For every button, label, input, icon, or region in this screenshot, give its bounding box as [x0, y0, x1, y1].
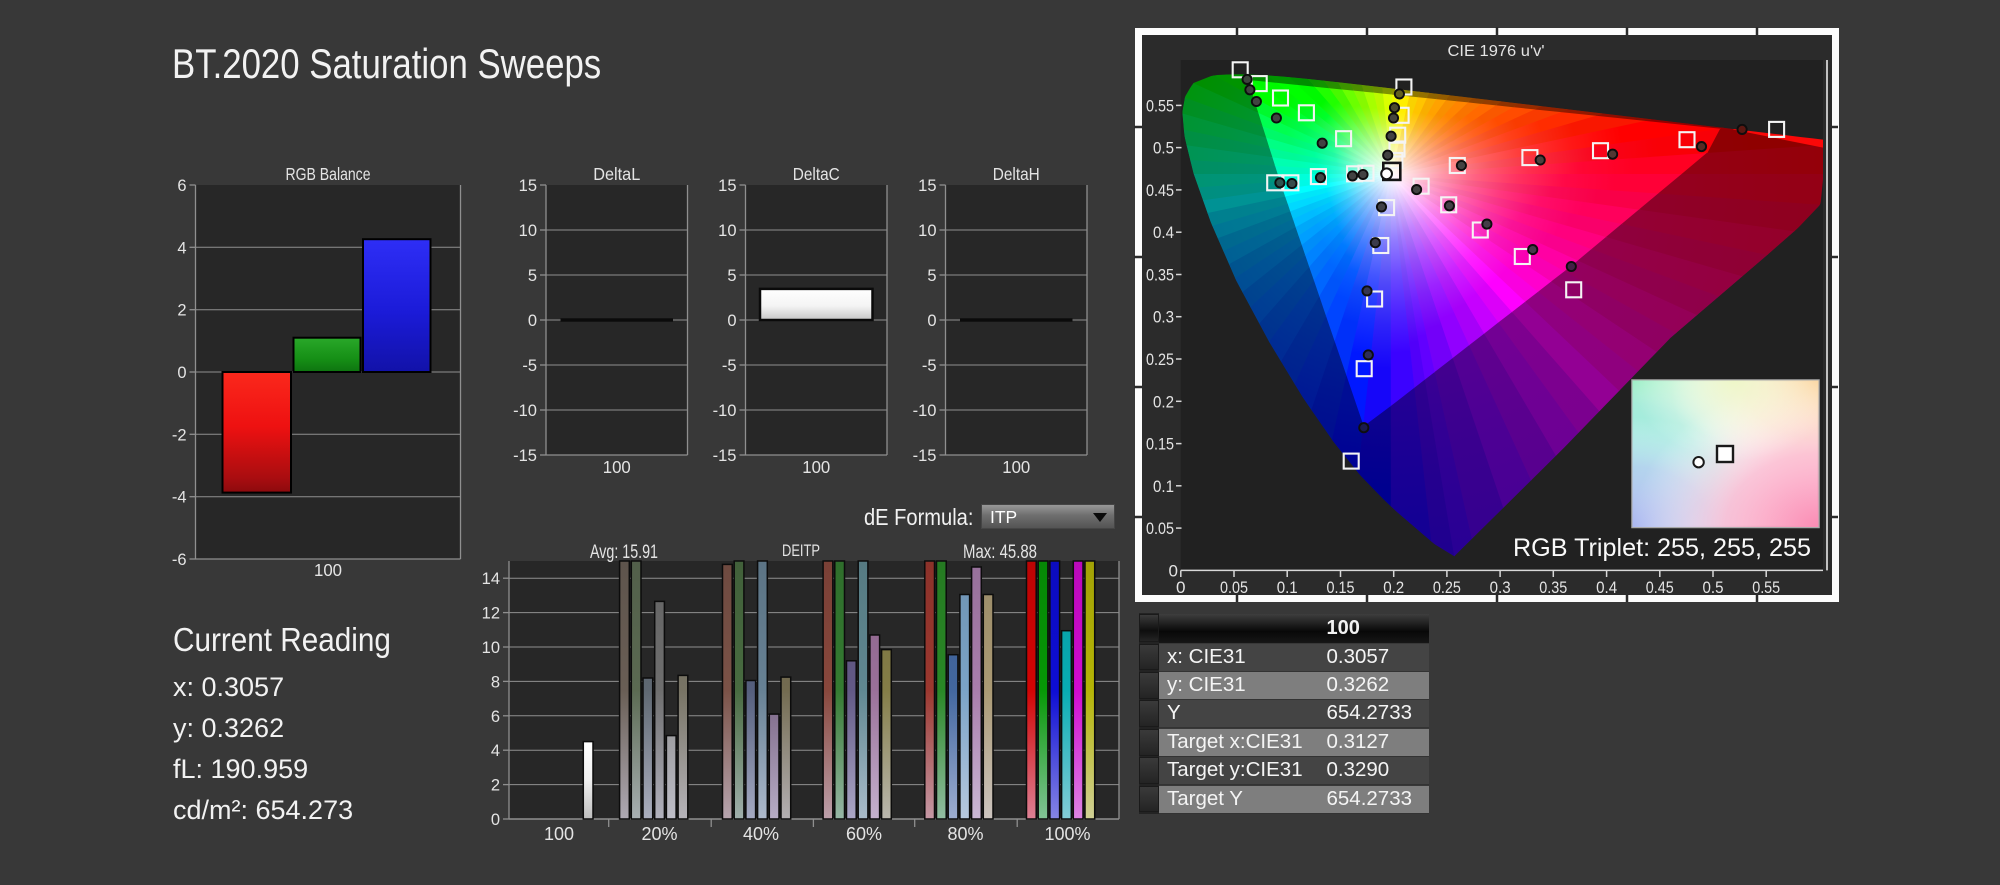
svg-text:0: 0	[727, 312, 736, 330]
svg-text:0.15: 0.15	[1146, 435, 1174, 454]
svg-text:-10: -10	[913, 402, 937, 420]
svg-text:DeltaC: DeltaC	[793, 164, 840, 184]
svg-text:Max: 45.88: Max: 45.88	[963, 542, 1037, 563]
svg-text:15: 15	[918, 177, 936, 195]
svg-text:100: 100	[802, 457, 830, 477]
svg-text:RGB Triplet: 255, 255, 255: RGB Triplet: 255, 255, 255	[1513, 534, 1811, 562]
svg-text:10: 10	[918, 222, 936, 240]
svg-text:5: 5	[528, 267, 537, 285]
svg-text:DeltaH: DeltaH	[993, 164, 1040, 184]
svg-text:0.1: 0.1	[1153, 477, 1174, 496]
svg-text:0.4: 0.4	[1153, 223, 1174, 242]
svg-text:0: 0	[491, 811, 500, 829]
svg-text:2: 2	[177, 302, 186, 320]
svg-text:0: 0	[1169, 561, 1178, 580]
svg-text:CIE 1976 u'v': CIE 1976 u'v'	[1448, 43, 1545, 60]
svg-text:0: 0	[1176, 578, 1186, 597]
svg-text:2: 2	[491, 777, 500, 795]
svg-text:-15: -15	[713, 447, 737, 465]
svg-text:10: 10	[482, 639, 500, 657]
svg-text:0.45: 0.45	[1646, 578, 1674, 597]
svg-text:4: 4	[177, 239, 186, 257]
svg-text:40%: 40%	[743, 824, 779, 844]
svg-text:0: 0	[528, 312, 537, 330]
svg-text:100%: 100%	[1044, 824, 1090, 844]
svg-text:5: 5	[927, 267, 936, 285]
svg-text:12: 12	[482, 605, 500, 623]
svg-text:0.3: 0.3	[1153, 308, 1174, 327]
svg-text:8: 8	[491, 673, 500, 691]
svg-text:15: 15	[519, 177, 537, 195]
svg-text:RGB Balance: RGB Balance	[286, 164, 371, 184]
svg-text:5: 5	[727, 267, 736, 285]
svg-text:0.3: 0.3	[1490, 578, 1511, 597]
svg-text:6: 6	[177, 177, 186, 195]
svg-text:0.05: 0.05	[1146, 519, 1174, 538]
svg-text:0: 0	[177, 364, 186, 382]
svg-text:10: 10	[718, 222, 736, 240]
svg-text:100: 100	[603, 457, 631, 477]
svg-text:0.25: 0.25	[1146, 350, 1174, 369]
svg-text:-4: -4	[172, 489, 187, 507]
svg-text:0.15: 0.15	[1327, 578, 1355, 597]
svg-text:-10: -10	[513, 402, 537, 420]
svg-text:0.45: 0.45	[1146, 181, 1174, 200]
svg-text:-5: -5	[922, 357, 937, 375]
svg-text:60%: 60%	[846, 824, 882, 844]
svg-text:0.05: 0.05	[1220, 578, 1248, 597]
svg-text:6: 6	[491, 708, 500, 726]
svg-text:0.2: 0.2	[1383, 578, 1404, 597]
svg-text:80%: 80%	[947, 824, 983, 844]
svg-text:100: 100	[314, 560, 342, 580]
svg-text:0: 0	[927, 312, 936, 330]
svg-text:100: 100	[544, 824, 574, 844]
svg-text:-15: -15	[513, 447, 537, 465]
svg-text:0.55: 0.55	[1752, 578, 1780, 597]
svg-text:0.5: 0.5	[1153, 139, 1174, 158]
svg-text:0.55: 0.55	[1146, 96, 1174, 115]
svg-text:0.1: 0.1	[1277, 578, 1298, 597]
svg-text:20%: 20%	[641, 824, 677, 844]
svg-text:0.35: 0.35	[1146, 266, 1174, 285]
svg-text:-5: -5	[722, 357, 737, 375]
svg-text:-10: -10	[713, 402, 737, 420]
svg-text:-5: -5	[522, 357, 537, 375]
svg-text:100: 100	[1002, 457, 1030, 477]
svg-text:14: 14	[482, 570, 500, 588]
svg-text:0.4: 0.4	[1596, 578, 1617, 597]
svg-text:DEITP: DEITP	[782, 541, 820, 560]
svg-text:-2: -2	[172, 426, 187, 444]
svg-text:0.25: 0.25	[1433, 578, 1461, 597]
svg-text:-15: -15	[913, 447, 937, 465]
svg-text:-6: -6	[172, 551, 187, 569]
svg-text:DeltaL: DeltaL	[593, 164, 640, 184]
svg-text:10: 10	[519, 222, 537, 240]
svg-text:4: 4	[491, 742, 500, 760]
svg-text:0.5: 0.5	[1703, 578, 1724, 597]
svg-text:Avg: 15.91: Avg: 15.91	[590, 542, 658, 563]
svg-text:15: 15	[718, 177, 736, 195]
svg-text:0.35: 0.35	[1539, 578, 1567, 597]
svg-text:0.2: 0.2	[1153, 392, 1174, 411]
